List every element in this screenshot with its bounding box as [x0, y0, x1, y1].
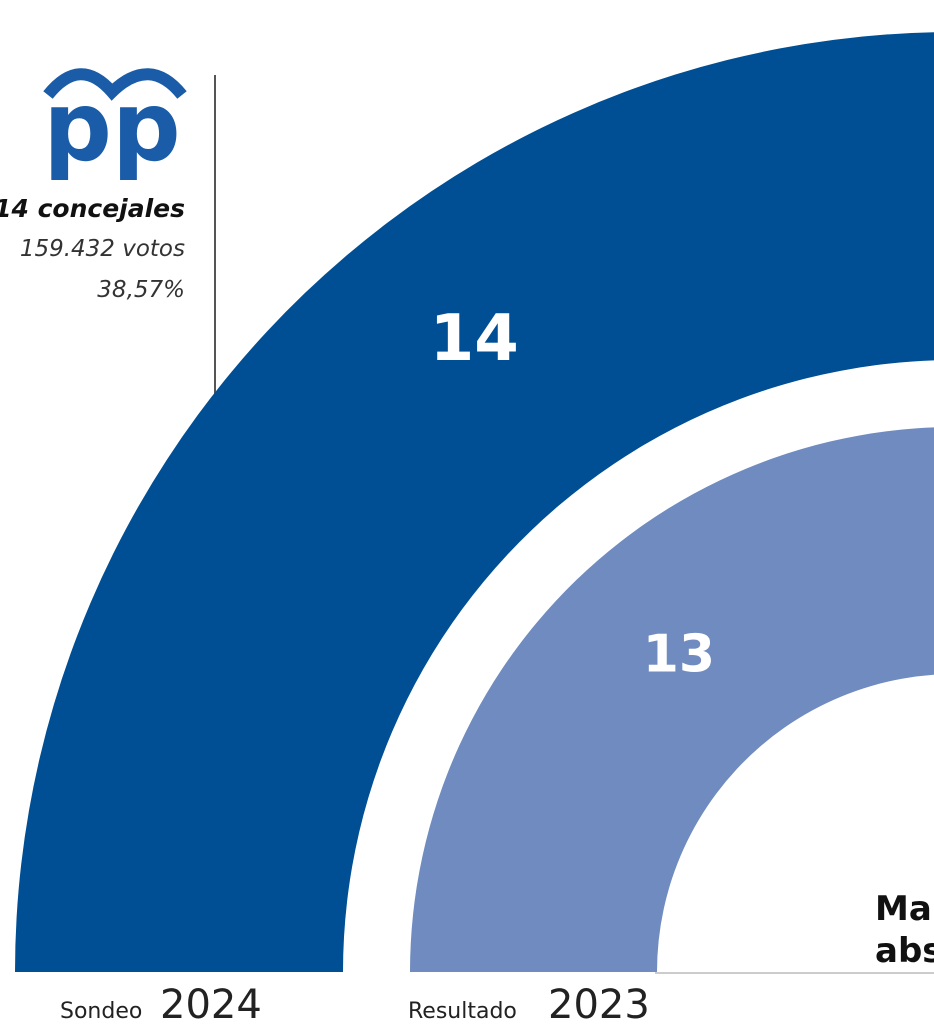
ring-year: 2024 [160, 982, 262, 1025]
segment-label: 14 [430, 302, 519, 376]
ring-year: 2023 [548, 982, 650, 1025]
party-seats: 14 concejales [0, 194, 185, 223]
ring-caption: Sondeo [60, 999, 142, 1024]
segment-label: 13 [643, 625, 715, 685]
party-votes: 159.432 votos [20, 236, 185, 262]
rings: 144134 [15, 32, 934, 972]
ring-caption: Resultado [408, 999, 517, 1024]
logo-arc [43, 68, 187, 101]
annotation: abs [875, 931, 934, 971]
segment [410, 427, 934, 972]
annotation: Ma [875, 889, 932, 929]
segment [15, 32, 934, 972]
party-share: 38,57% [97, 277, 185, 303]
